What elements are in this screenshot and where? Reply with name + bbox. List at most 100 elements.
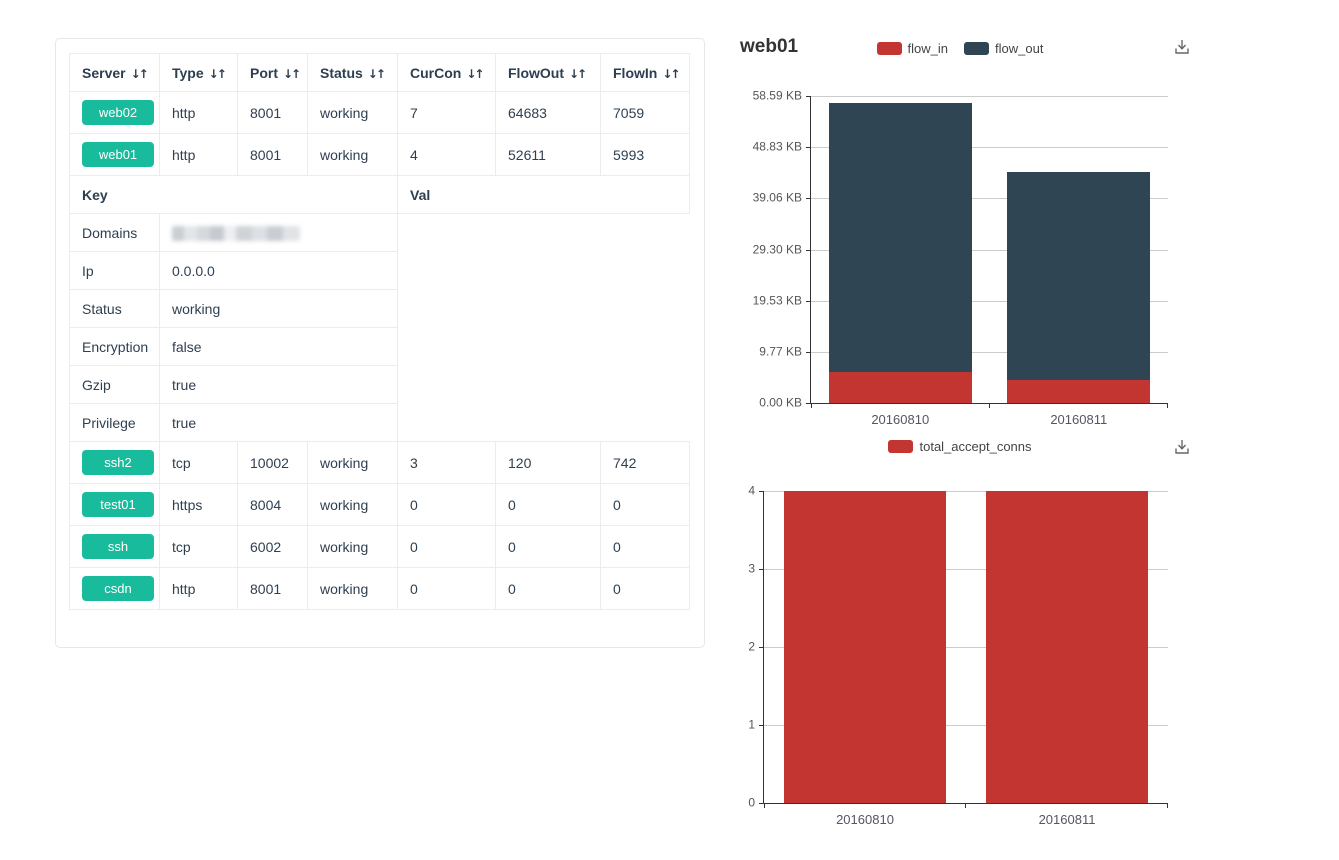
x-axis-tick [988,403,990,408]
column-header-curcon[interactable]: CurCon ↓↑ [397,53,496,92]
cell-type: tcp [159,525,238,568]
chart2-legend: total_accept_conns [720,438,1200,454]
x-axis-tick [764,803,765,808]
table-header-row: Server ↓↑ Type ↓↑ Port ↓↑ Status ↓↑ CurCon ↓↑… [69,53,690,92]
cell-flowin: 742 [600,441,690,484]
cell-status: working [307,441,398,484]
server-table: Server ↓↑ Type ↓↑ Port ↓↑ Status ↓↑ CurCon ↓↑… [69,53,690,610]
bar-segment-flow_in [1007,379,1151,403]
detail-val: working [159,289,398,328]
sort-icon: ↓↑ [367,66,386,81]
table-row: csdn http 8001 working 0 0 0 [69,567,690,610]
table-row: web01 http 8001 working 4 52611 5993 [69,133,690,176]
legend-item-flow-in[interactable]: flow_in [876,41,948,56]
domains-value-redacted [172,225,300,241]
server-badge-test01[interactable]: test01 [82,492,154,517]
legend-item-total-accept-conns[interactable]: total_accept_conns [888,439,1032,454]
bar-segment-flow_out [828,103,972,373]
cell-port: 6002 [237,525,308,568]
chart1-legend: flow_in flow_out [720,40,1200,56]
flow-chart-plot: 0.00 KB 9.77 KB 19.53 KB 29.30 KB 39.06 KB 48… [753,88,1168,427]
y-axis-label: 19.53 KB [752,293,802,308]
cell-type: http [159,133,238,176]
server-table-card: Server ↓↑ Type ↓↑ Port ↓↑ Status ↓↑ CurCon ↓↑… [55,38,705,648]
detail-val: true [159,403,398,442]
server-badge-web01[interactable]: web01 [82,142,154,167]
y-axis-label: 0 [748,795,755,810]
x-axis-label: 20160810 [871,412,930,427]
x-axis-label: 20160811 [1050,412,1108,427]
server-badge-ssh[interactable]: ssh [82,534,154,559]
bar-segment-flow_out [1007,171,1151,380]
column-header-status[interactable]: Status ↓↑ [307,53,398,92]
y-axis-label: 1 [748,717,755,732]
download-icon[interactable] [1172,437,1192,457]
bar-20160810 [828,103,972,403]
cell-port: 8001 [237,567,308,610]
table-row: test01 https 8004 working 0 0 0 [69,483,690,526]
y-axis-tick [806,301,811,302]
y-axis-label: 58.59 KB [752,88,802,103]
y-axis-label: 0.00 KB [759,395,802,410]
bar-segment-total_accept_conns [784,491,946,803]
column-header-server[interactable]: Server ↓↑ [69,53,160,92]
detail-row-privilege: Privilege true [69,403,690,442]
gridline [764,569,1168,570]
bar-segment-flow_in [828,372,972,403]
cell-flowout: 52611 [495,133,601,176]
cell-flowout: 64683 [495,91,601,134]
detail-key: Ip [69,251,160,290]
sort-icon: ↓↑ [208,66,227,81]
legend-item-flow-out[interactable]: flow_out [964,41,1043,56]
y-axis-tick [759,569,764,570]
bar-20160811 [1007,171,1151,403]
x-axis-tick [1167,403,1168,408]
column-header-flowin[interactable]: FlowIn ↓↑ [600,53,690,92]
y-axis-label: 2 [748,639,755,654]
cell-flowout: 0 [495,483,601,526]
cell-status: working [307,525,398,568]
column-header-type[interactable]: Type ↓↑ [159,53,238,92]
x-axis-tick [965,803,966,808]
y-axis-label: 9.77 KB [759,344,802,359]
gridline [811,96,1168,97]
sort-icon: ↓↑ [662,66,680,81]
detail-val-header: Val [397,175,690,214]
detail-row-ip: Ip 0.0.0.0 [69,251,690,290]
y-axis-label: 48.83 KB [752,139,802,154]
cell-curcon: 0 [397,483,496,526]
bar-20160810 [784,491,946,803]
cell-flowin: 0 [600,525,690,568]
y-axis-label: 4 [748,483,755,498]
cell-status: working [307,483,398,526]
column-header-port[interactable]: Port ↓↑ [237,53,308,92]
column-header-flowout[interactable]: FlowOut ↓↑ [495,53,601,92]
cell-flowin: 0 [600,483,690,526]
bar-20160811 [986,491,1148,803]
y-axis-tick [806,198,811,199]
cell-flowin: 0 [600,567,690,610]
download-icon[interactable] [1172,37,1192,57]
gridline [811,147,1168,148]
bar-segment-total_accept_conns [986,491,1148,803]
server-badge-web02[interactable]: web02 [82,100,154,125]
sort-icon: ↓↑ [130,66,149,81]
sort-icon: ↓↑ [466,66,484,81]
gridline [764,491,1168,492]
table-row: web02 http 8001 working 7 64683 7059 [69,91,690,134]
x-axis-tick [811,403,812,408]
y-axis-tick [759,725,764,726]
y-axis-tick [759,647,764,648]
server-badge-ssh2[interactable]: ssh2 [82,450,154,475]
cell-flowout: 120 [495,441,601,484]
table-row: ssh2 tcp 10002 working 3 120 742 [69,441,690,484]
cell-curcon: 7 [397,91,496,134]
legend-swatch-flow-out [964,41,990,55]
gridline [811,301,1168,302]
cell-curcon: 3 [397,441,496,484]
server-badge-csdn[interactable]: csdn [82,576,154,601]
cell-curcon: 0 [397,567,496,610]
sort-icon: ↓↑ [283,66,301,81]
cell-curcon: 0 [397,525,496,568]
detail-key-header: Key [69,175,398,214]
